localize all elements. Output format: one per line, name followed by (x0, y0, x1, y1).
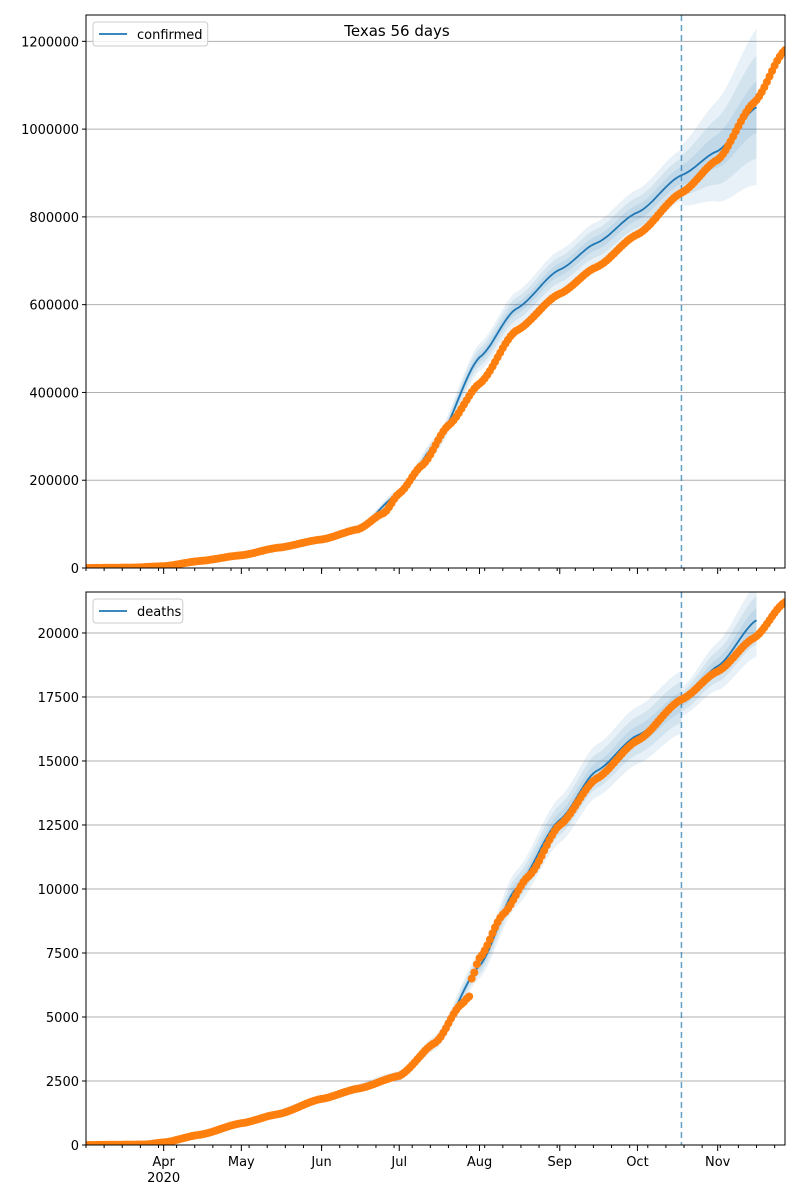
legend-label: confirmed (137, 28, 203, 43)
forecast-band (681, 28, 757, 206)
observed-point (485, 935, 494, 944)
y-tick-label: 800000 (29, 211, 79, 226)
legend: deaths (92, 598, 184, 624)
deaths-plot: 0 2500 5000 7500 10000 12500 15000 17500 20000 Ap… (38, 591, 786, 1186)
legend-box (92, 598, 184, 624)
y-tick-label: 400000 (29, 386, 79, 401)
legend-box (92, 21, 209, 47)
forecast-band (681, 81, 757, 186)
y-tick-label: 5000 (46, 1011, 79, 1026)
observed-point (465, 992, 474, 1001)
x-tick-sublabel: 2020 (147, 1171, 180, 1186)
plot-area (86, 15, 785, 568)
x-tick-label: Sep (548, 1155, 573, 1170)
forecast-band (681, 55, 757, 195)
y-tick-label: 2500 (46, 1075, 79, 1090)
observed-point (781, 46, 785, 55)
plot-area (86, 592, 785, 1145)
axes-frame (85, 14, 786, 569)
y-tick-label: 20000 (38, 627, 79, 642)
observed-points (86, 598, 785, 1145)
x-tick-label: Jul (390, 1155, 407, 1170)
observed-point (467, 974, 476, 983)
uncertainty-band (106, 691, 682, 1145)
y-tick-label: 0 (71, 1139, 79, 1154)
y-tick-label: 12500 (38, 819, 79, 834)
observed-point (470, 968, 479, 977)
observed-points (86, 46, 785, 568)
y-tick-label: 10000 (38, 883, 79, 898)
x-tick-label: Nov (705, 1155, 731, 1170)
legend-label: deaths (137, 605, 182, 620)
grid (86, 40, 785, 569)
y-tick-label: 0 (71, 562, 79, 577)
y-tick-label: 15000 (38, 755, 79, 770)
y-tick-label: 600000 (29, 299, 79, 314)
y-tick-label: 1200000 (21, 35, 79, 50)
uncertainty-band (106, 671, 682, 1145)
legend: confirmed (92, 21, 209, 47)
y-tick-label: 7500 (46, 947, 79, 962)
uncertainty-band (106, 681, 682, 1145)
x-tick-label: Apr (152, 1155, 175, 1170)
observed-point (472, 960, 481, 969)
confirmed-plot: 0 200000 400000 600000 800000 1000000 1200000 c… (21, 14, 786, 577)
x-tick-label: Aug (467, 1155, 492, 1170)
y-tick-label: 17500 (38, 691, 79, 706)
x-tick-label: May (228, 1155, 255, 1170)
y-tick-label: 1000000 (21, 123, 79, 138)
observed-point (781, 598, 785, 607)
axes-frame (85, 591, 786, 1146)
y-tick-label: 200000 (29, 474, 79, 489)
figure-title: Texas 56 days (343, 22, 450, 40)
x-tick-label: Oct (626, 1155, 648, 1170)
x-tick-label: Jun (310, 1155, 331, 1170)
